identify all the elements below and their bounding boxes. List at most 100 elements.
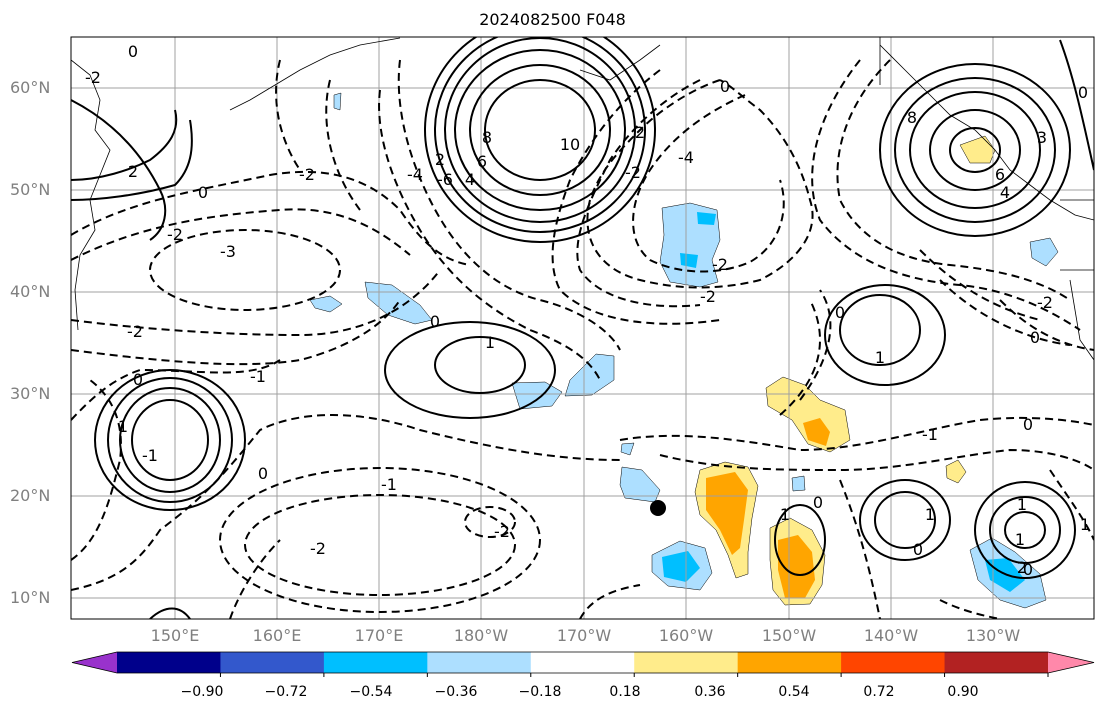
contour-label: 1 xyxy=(1017,495,1027,514)
shade-blue xyxy=(619,466,661,503)
contour-label: 2 xyxy=(435,150,445,169)
contour-label: 0 xyxy=(1023,415,1033,434)
shade-blue xyxy=(620,442,635,456)
contour-label: -6 xyxy=(437,170,453,189)
colorbar-tick: 0.18 xyxy=(609,684,641,700)
colorbar-swatch xyxy=(323,652,428,673)
shade-orange xyxy=(778,535,815,598)
colorbar-tick: −0.18 xyxy=(518,684,562,700)
contour-label: 10 xyxy=(560,135,580,154)
contour-label: -4 xyxy=(678,148,694,167)
colorbar-swatch xyxy=(841,652,946,673)
colorbar-tick: 0.36 xyxy=(694,684,726,700)
lon-label: 160°E xyxy=(252,626,302,645)
colorbar-swatch xyxy=(530,652,635,673)
shade-blue xyxy=(564,353,615,397)
colorbar-extend-high xyxy=(1048,652,1094,673)
shade-deepblue xyxy=(662,551,700,582)
contour-label: 4 xyxy=(1000,183,1010,202)
contour-label: -1 xyxy=(381,475,397,494)
colorbar-tick: −0.90 xyxy=(180,684,224,700)
shade-orange xyxy=(706,472,748,555)
lon-label: 130°W xyxy=(965,626,1021,645)
colorbar xyxy=(71,651,1095,677)
contour-label: 6 xyxy=(477,152,487,171)
shaded-regions xyxy=(309,92,1059,609)
lon-label: 170°E xyxy=(354,626,404,645)
colorbar-swatch xyxy=(427,652,532,673)
colorbar-outline xyxy=(71,651,1095,674)
shade-blue xyxy=(791,475,806,492)
contour-label: 3 xyxy=(1037,128,1047,147)
contour-label: 0 xyxy=(133,370,143,389)
lat-label: 40°N xyxy=(10,282,51,301)
contour-label: 0 xyxy=(720,77,730,96)
contour-label: 0 xyxy=(258,464,268,483)
contour-label: -1 xyxy=(250,367,266,386)
lat-label: 20°N xyxy=(10,486,51,505)
colorbar-tick: 0.54 xyxy=(778,684,810,700)
lon-label: 160°W xyxy=(658,626,714,645)
contour-label: -4 xyxy=(407,165,423,184)
colorbar-swatch xyxy=(220,652,325,673)
contour-label: -2 xyxy=(127,322,143,341)
contour-label: 0 xyxy=(1023,560,1033,579)
contour-label: -1 xyxy=(922,425,938,444)
contour-label: 0 xyxy=(835,303,845,322)
lon-label: 140°W xyxy=(863,626,919,645)
contour-label: 4 xyxy=(465,170,475,189)
colorbar-swatch xyxy=(634,652,739,673)
storm-center-dot xyxy=(650,500,666,516)
lon-label: 150°E xyxy=(150,626,200,645)
lat-label: 50°N xyxy=(10,180,51,199)
shade-deepblue xyxy=(680,253,698,268)
shade-blue xyxy=(1029,237,1059,267)
contour-label: 2 xyxy=(1017,558,1027,577)
contour-label: 1 xyxy=(485,333,495,352)
contour-label: -1 xyxy=(142,446,158,465)
colorbar-tick: 0.90 xyxy=(947,684,979,700)
colorbar-tick: −0.36 xyxy=(434,684,478,700)
shade-blue xyxy=(511,381,563,410)
contour-label: 8 xyxy=(482,128,492,147)
lon-label: 150°W xyxy=(761,626,817,645)
shade-blue xyxy=(309,295,343,313)
contour-label: 1 xyxy=(925,505,935,524)
contour-label: 0 xyxy=(1078,83,1088,102)
gridlines xyxy=(71,37,1094,619)
shade-yellow xyxy=(945,459,967,484)
coastlines xyxy=(71,37,1094,361)
colorbar-tick: 0.72 xyxy=(863,684,895,700)
colorbar-tick: −0.54 xyxy=(349,684,393,700)
contour-label: -2 xyxy=(712,255,728,274)
contour-label: 0 xyxy=(1030,328,1040,347)
contour-label: 1 xyxy=(1080,515,1090,534)
colorbar-swatch xyxy=(737,652,842,673)
contour-label: 1 xyxy=(875,348,885,367)
contour-label: 8 xyxy=(907,108,917,127)
solid-contours xyxy=(71,37,1094,619)
colorbar-extend-low xyxy=(72,652,117,673)
shade-blue xyxy=(333,92,342,111)
contour-label: 1 xyxy=(1015,530,1025,549)
shade-deepblue xyxy=(697,212,716,225)
lon-label: 170°W xyxy=(556,626,612,645)
colorbar-tick: −0.72 xyxy=(264,684,308,700)
contour-label: 0 xyxy=(198,183,208,202)
contour-label: 0 xyxy=(128,42,138,61)
contour-label: -2 xyxy=(625,163,641,182)
contour-label: 0 xyxy=(813,493,823,512)
contour-label: 0 xyxy=(430,312,440,331)
contour-label: -2 xyxy=(85,68,101,87)
lon-label: 180°W xyxy=(453,626,509,645)
contour-label: -2 xyxy=(299,165,315,184)
contour-label: 2 xyxy=(128,162,138,181)
lat-label: 30°N xyxy=(10,384,51,403)
map-title: 2024082500 F048 xyxy=(479,10,626,29)
contour-label: -2 xyxy=(310,539,326,558)
contour-label: -2 xyxy=(700,287,716,306)
shade-orange xyxy=(803,418,830,446)
contour-label: -2 xyxy=(1037,293,1053,312)
